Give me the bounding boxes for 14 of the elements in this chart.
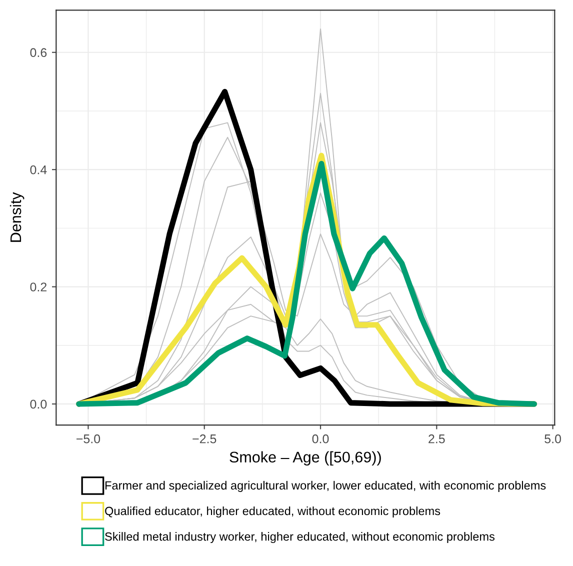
x-tick-label: −2.5: [192, 434, 216, 444]
legend-label: Qualified educator, higher educated, without economic problems: [105, 506, 440, 518]
x-axis-title: Smoke – Age ([50,69)): [230, 451, 381, 466]
y-tick-label: 0.4: [30, 165, 47, 174]
legend-label: Farmer and specialized agricultural worker, lower educated, with economic problems: [105, 480, 546, 492]
y-tick-label: 0.6: [30, 48, 47, 58]
y-tick-label: 0.0: [30, 400, 47, 409]
y-tick-label: 0.2: [30, 282, 46, 292]
x-tick-label: 2.5: [428, 434, 445, 444]
legend-label: Skilled metal industry worker, higher educated, without economic problems: [105, 532, 495, 544]
x-tick-label: 0.0: [312, 434, 329, 444]
x-tick-label: −5.0: [76, 434, 100, 444]
y-axis-title: Density: [10, 192, 24, 242]
x-tick-label: 5.0: [544, 434, 562, 444]
